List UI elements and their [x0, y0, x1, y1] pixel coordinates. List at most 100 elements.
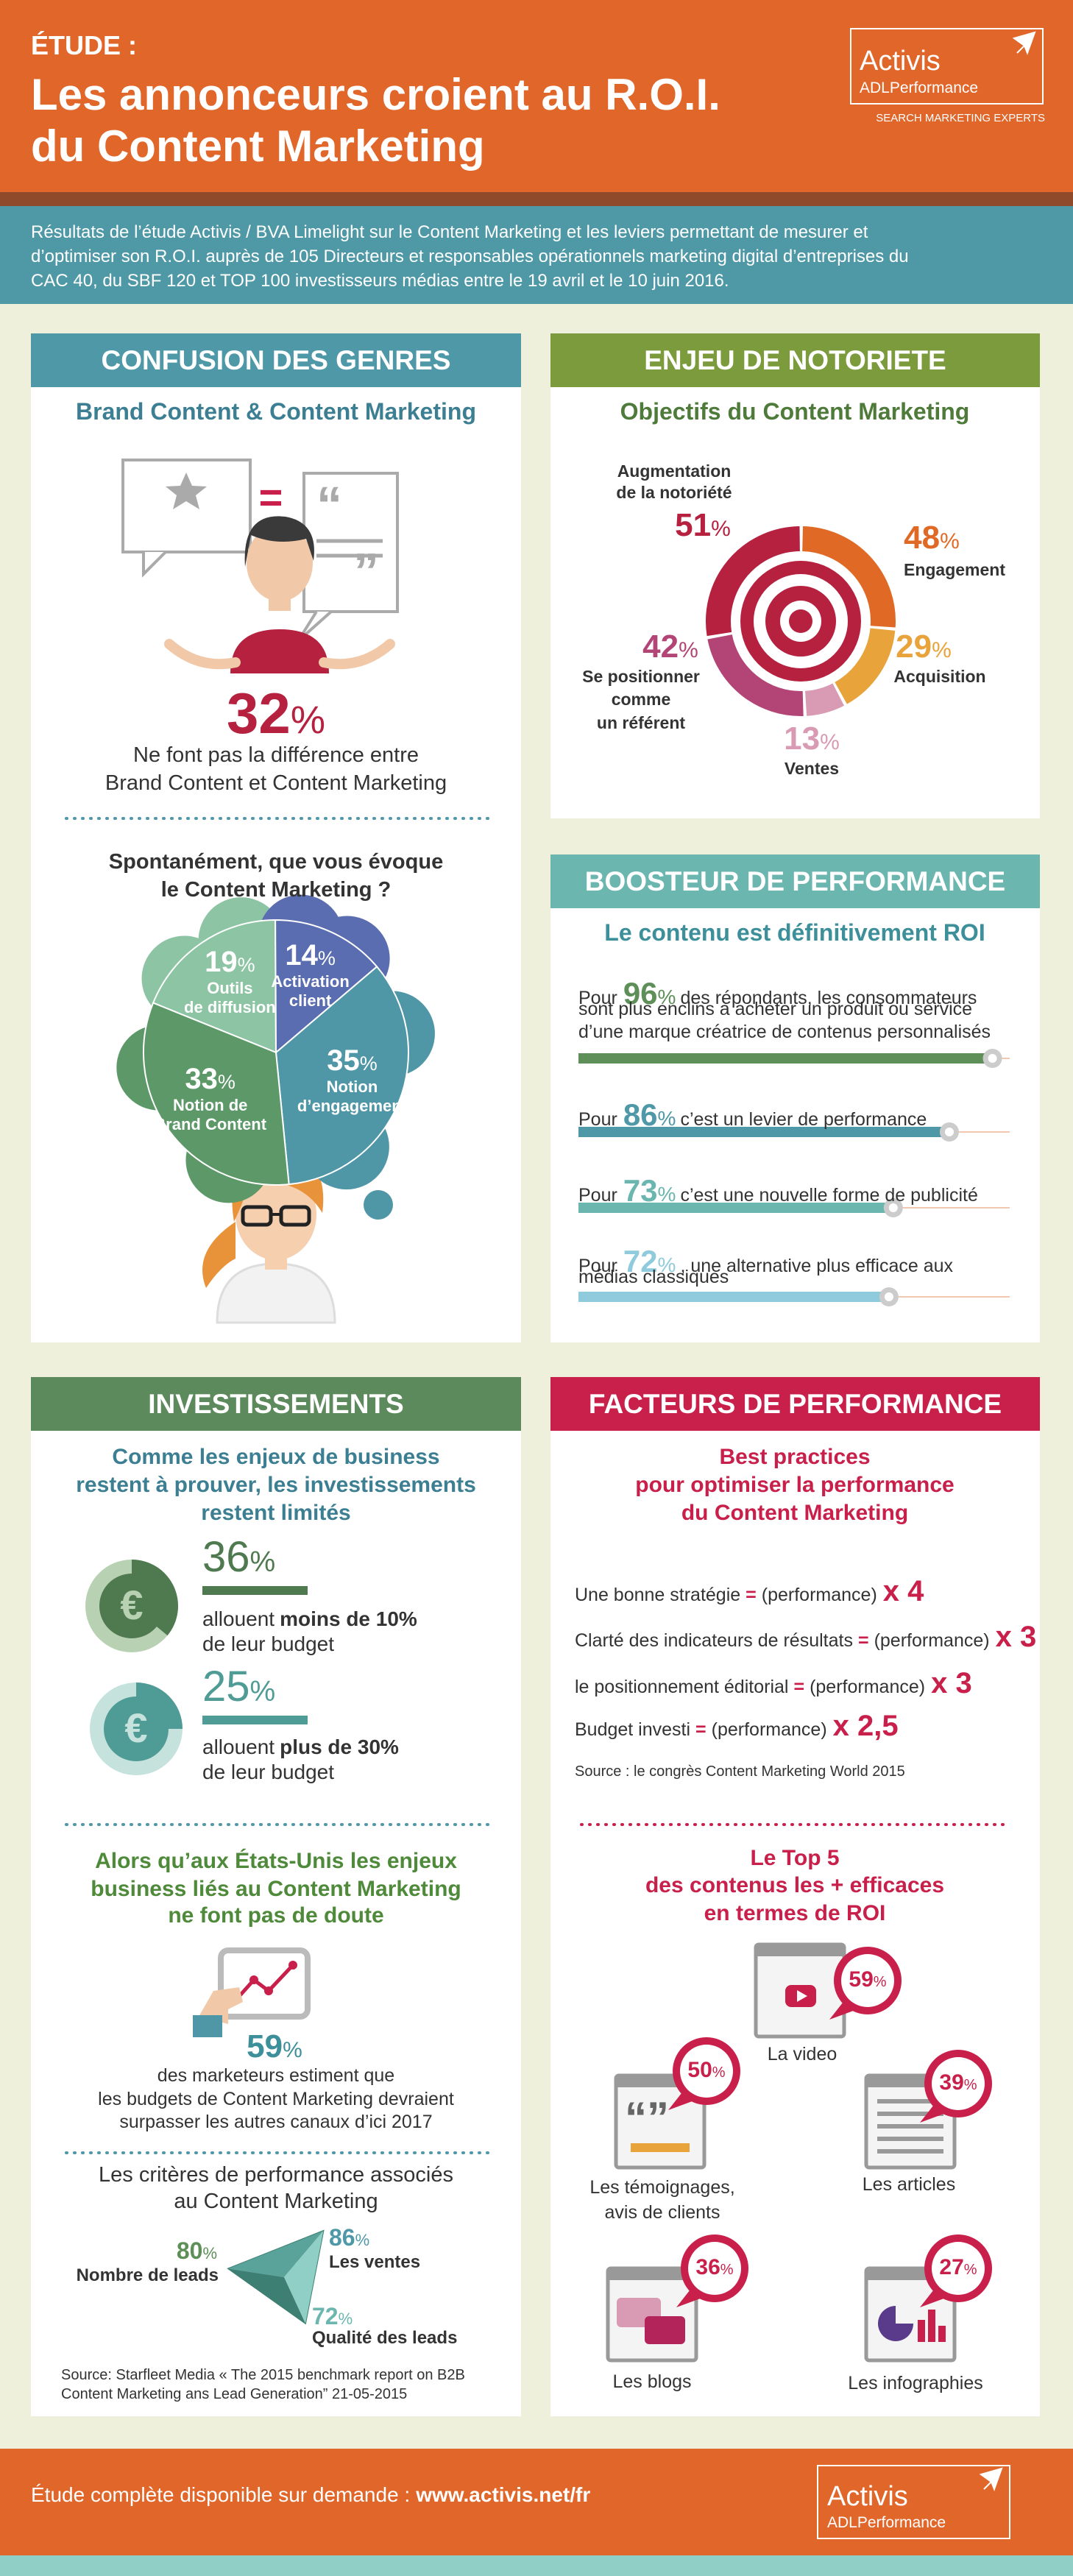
intro: d’optimiser son R.O.I. auprès de 105 Dir… [31, 247, 909, 267]
percent: 72% [312, 2302, 353, 2330]
question: Spontanément, que vous évoque [108, 850, 444, 874]
text: Clarté des indicateurs de résultats [575, 1630, 853, 1651]
ring-segment [801, 526, 896, 628]
percent: 59% [132, 1967, 1073, 1993]
percent: 59% [0, 2028, 1010, 2067]
logo-icon [979, 2467, 1003, 2491]
value: 32 [227, 680, 291, 746]
bar [578, 1127, 949, 1137]
unit: % [932, 637, 952, 662]
kicker: ÉTUDE : [31, 29, 137, 60]
text: de leur budget [202, 1632, 335, 1655]
value: 19 [205, 945, 238, 978]
ring-segment [707, 634, 804, 716]
unit: % [711, 516, 731, 541]
percent: 25% [202, 1661, 275, 1713]
goal-label: Se positionner [582, 666, 700, 686]
us-text: business liés au Content Marketing [91, 1877, 461, 1902]
unit: % [720, 2262, 734, 2279]
text: Ne font pas la différence entre [133, 743, 419, 768]
criteria-title: Les critères de performance associés [99, 2163, 453, 2187]
title: Les annonceurs croient au R.O.I. [31, 69, 720, 119]
value: 96 [623, 975, 658, 1011]
us-text: Alors qu’aux États-Unis les enjeux [95, 1849, 457, 1874]
intro: CAC 40, du SBF 120 et TOP 100 investisse… [31, 271, 729, 291]
factor-row: Clarté des indicateurs de résultats = (per… [575, 1619, 1036, 1655]
factor-row: le positionnement éditorial = (performance… [575, 1666, 972, 1701]
text: Étude complète disponible sur demande : [31, 2483, 411, 2506]
top-title: des contenus les + efficaces [645, 1873, 945, 1898]
percent: 13% [76, 720, 1073, 759]
logo-box [817, 2465, 1010, 2539]
pie-slice [143, 1002, 290, 1186]
percent: 39% [222, 2070, 1073, 2096]
lead: Pour [578, 1108, 617, 1130]
top-label: Les blogs [612, 2371, 692, 2392]
ring-segment [834, 627, 896, 704]
text: plus de 30% [280, 1735, 399, 1758]
unit: % [217, 1071, 236, 1094]
text: Budget investi [575, 1719, 691, 1740]
top-label: Les témoignages, [589, 2176, 735, 2198]
slice-label: d’engagement [297, 1097, 408, 1116]
subtitle: Brand Content & Content Marketing [76, 398, 476, 425]
text: x 4 [882, 1574, 924, 1607]
top-title: en termes de ROI [704, 1901, 886, 1926]
unit: % [873, 1974, 887, 1991]
top-label: avis de clients [604, 2201, 720, 2223]
pie-slice [152, 919, 277, 1054]
source: Content Marketing ans Lead Generation” 2… [61, 2385, 408, 2402]
text: le positionnement éditorial [575, 1676, 789, 1697]
footer-band [0, 2449, 1073, 2555]
top-label: Les articles [862, 2173, 956, 2195]
top-label: La video [767, 2043, 837, 2064]
icon: “” [625, 2093, 669, 2142]
panel: CONFUSION DES GENRES [31, 333, 521, 1342]
icon [878, 2306, 913, 2341]
pie-slice [275, 965, 409, 1186]
icon [631, 2143, 690, 2152]
value: 51 [675, 506, 712, 543]
top-label: Les infographies [848, 2372, 983, 2393]
goal-label: Augmentation [617, 461, 732, 481]
footer-text: Étude complète disponible sur demande :w… [31, 2483, 590, 2508]
subtitle: Comme les enjeux de business [112, 1445, 440, 1470]
goal-label: Ventes [784, 758, 840, 778]
badge [932, 2242, 985, 2295]
text: Une bonne stratégie [575, 1584, 741, 1605]
goal-label: de la notoriété [616, 482, 732, 502]
badge [680, 2045, 733, 2098]
text: www.activis.net/fr [416, 2483, 591, 2506]
percent: 27% [222, 2254, 1073, 2281]
panel: BOOSTEUR DE PERFORMANCE [550, 854, 1040, 1342]
factor-row: Budget investi = (performance) x 2,5 [575, 1708, 899, 1744]
icon [797, 1990, 807, 2002]
lead: Pour [578, 987, 617, 1008]
value: 72 [312, 2303, 339, 2330]
icon-bar [608, 2268, 696, 2280]
percent: 80% [0, 2237, 217, 2265]
bar-knob [884, 1292, 893, 1301]
us-text: ne font pas de doute [168, 1903, 384, 1928]
header-band [0, 0, 1073, 192]
percent: 36% [0, 2254, 1073, 2281]
unit: % [290, 698, 325, 742]
value: 59 [247, 2028, 283, 2064]
bar-knob [988, 1054, 997, 1063]
subtitle: du Content Marketing [681, 1501, 909, 1526]
slice-label: Notion [326, 1078, 378, 1097]
unit: % [317, 946, 336, 969]
unit: % [657, 1182, 676, 1206]
text: médias classiques [578, 1266, 729, 1287]
unit: % [283, 2037, 302, 2062]
icon [645, 2316, 685, 2344]
text: (performance) [810, 1676, 926, 1697]
value: 72 [623, 1243, 658, 1278]
underline [202, 1586, 308, 1595]
text: des marketeurs estiment que [157, 2064, 395, 2086]
slice-label: Outils [207, 978, 253, 997]
percent: 14% [0, 938, 1047, 973]
svg-text:“: “ [316, 476, 342, 534]
percent: 32% [0, 679, 1012, 749]
value: 13 [784, 720, 821, 757]
